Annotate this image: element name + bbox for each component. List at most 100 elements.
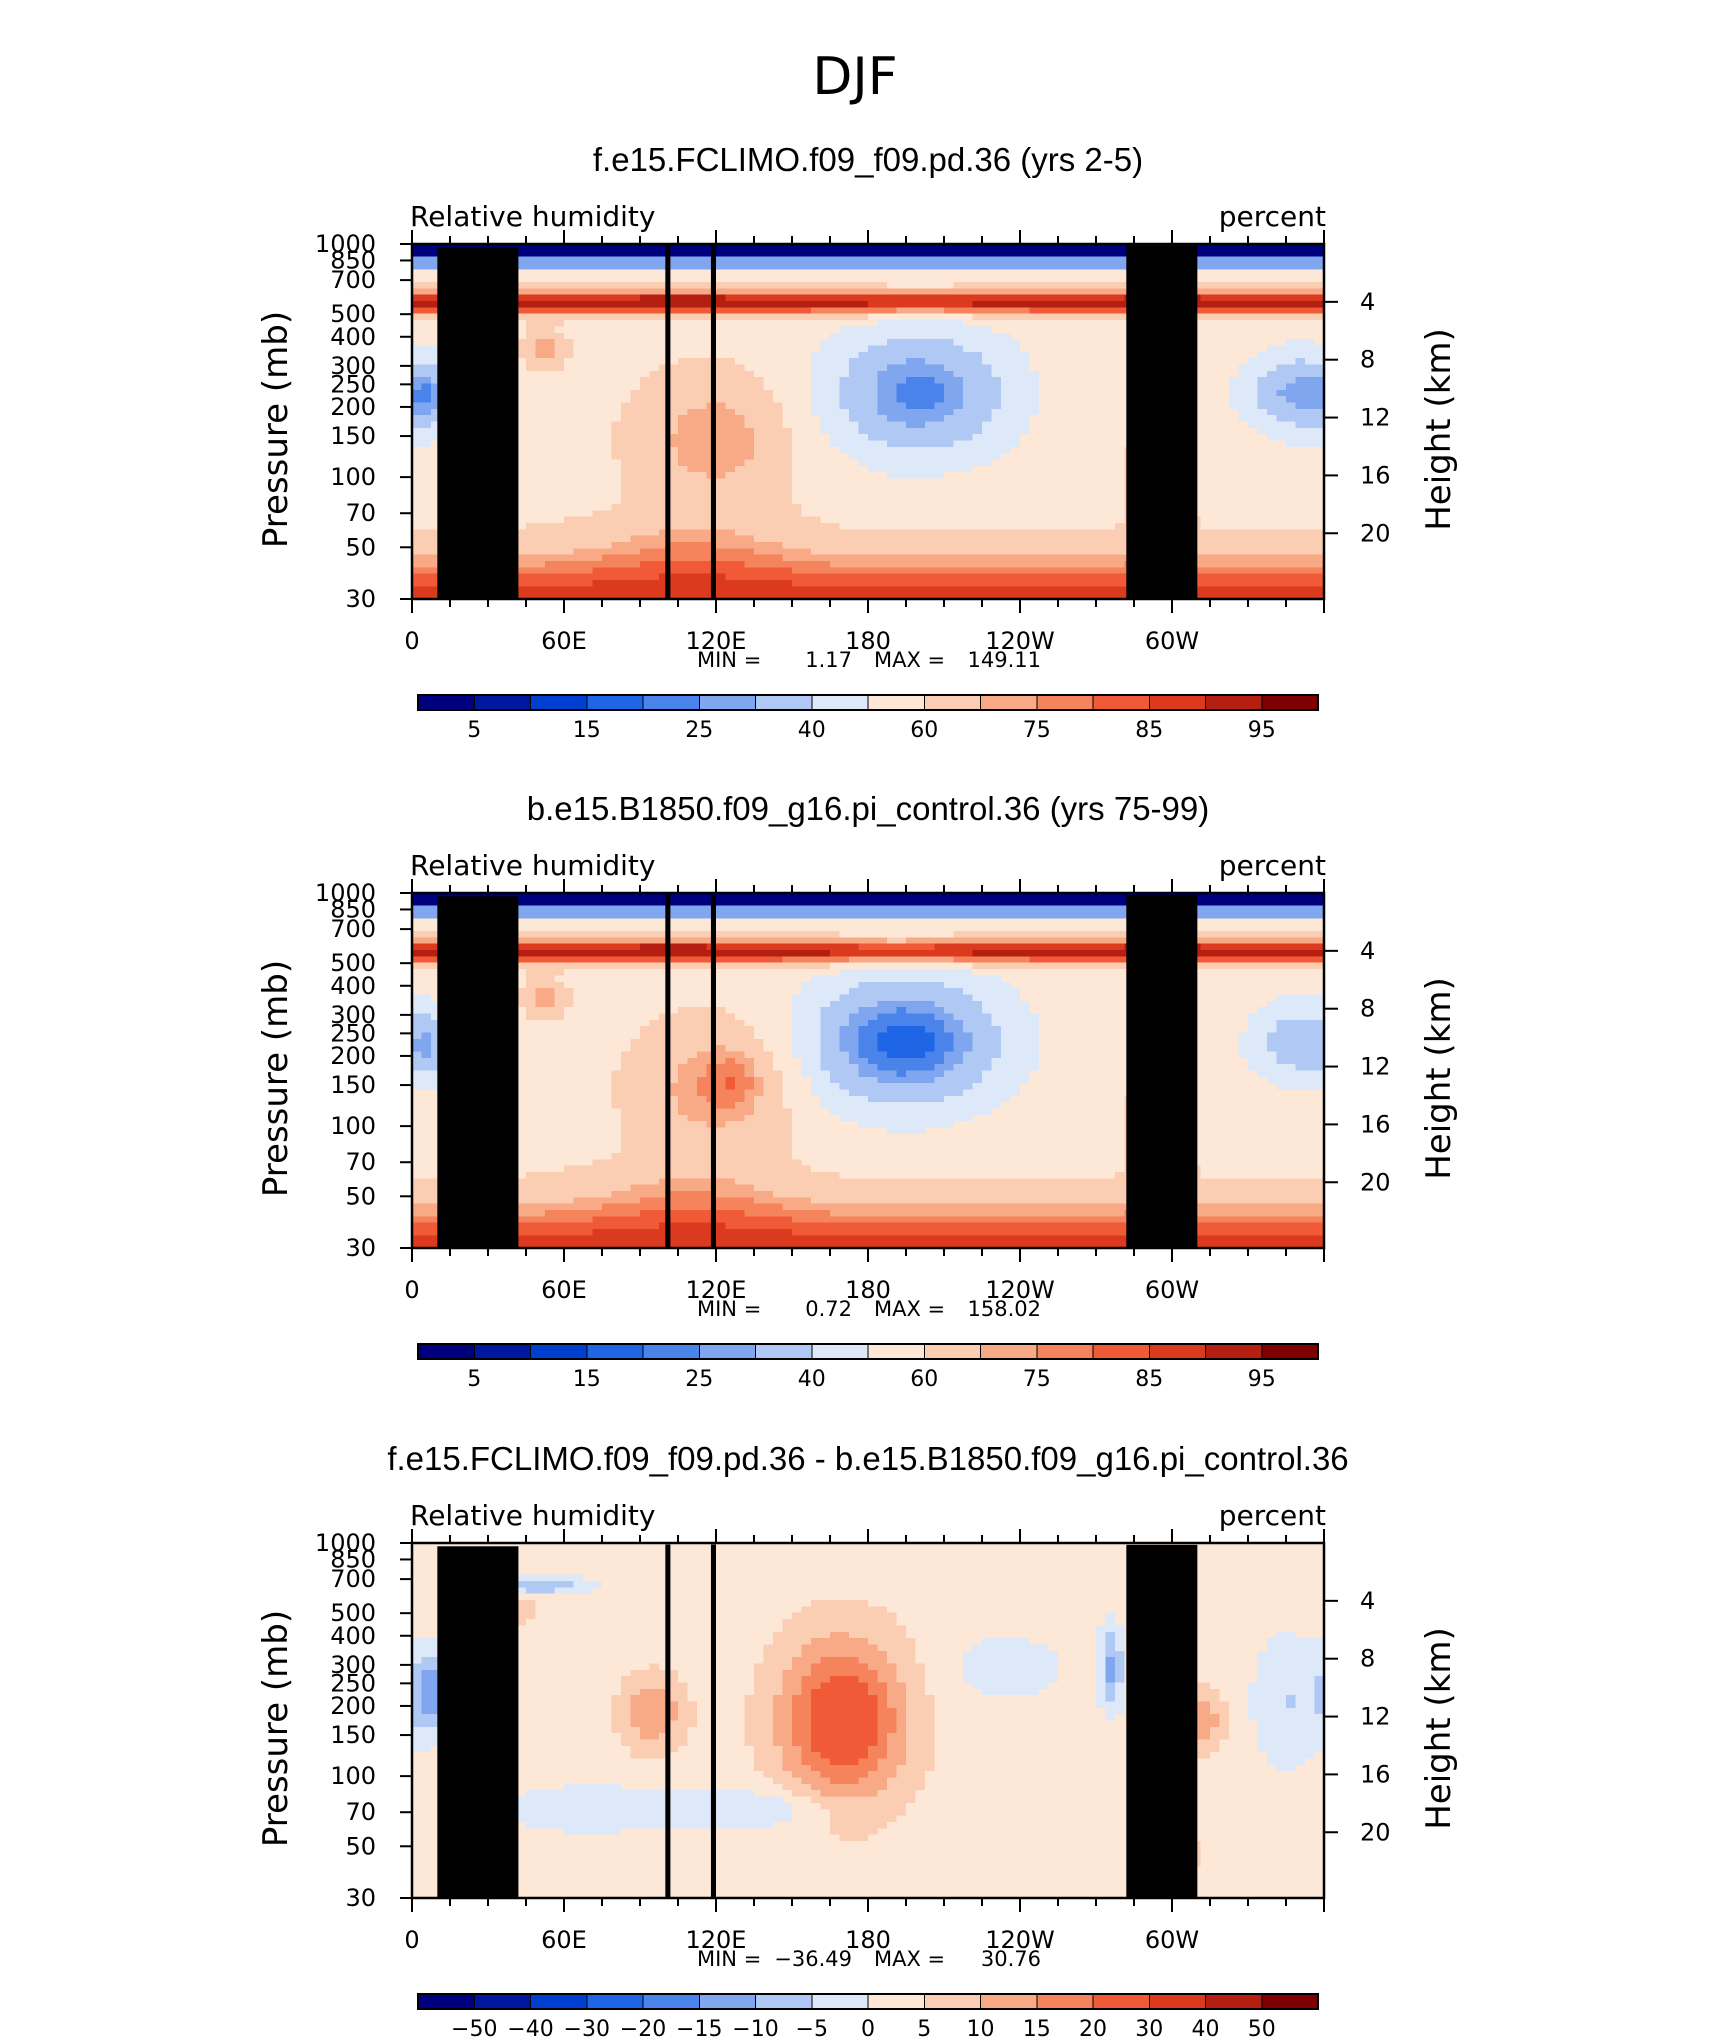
contour-cell (1314, 567, 1325, 575)
contour-cell (1001, 567, 1012, 575)
contour-cell (431, 465, 442, 473)
contour-cell (1295, 446, 1306, 454)
contour-cell (535, 465, 546, 473)
contour-cell (896, 294, 907, 302)
contour-cell (659, 351, 670, 359)
contour-cell (906, 275, 917, 283)
contour-cell (963, 484, 974, 492)
contour-cell (1248, 351, 1259, 359)
contour-cell (963, 307, 974, 315)
contour-cell (839, 459, 850, 467)
contour-cell (1286, 421, 1297, 429)
contour-cell (782, 497, 793, 505)
contour-cell (773, 377, 784, 385)
contour-cell (906, 497, 917, 505)
contour-cell (1314, 516, 1325, 524)
contour-cell (573, 307, 584, 315)
contour-cell (925, 402, 936, 410)
contour-cell (820, 370, 831, 378)
contour-cell (640, 345, 651, 353)
contour-cell (659, 326, 670, 334)
contour-cell (611, 459, 622, 467)
contour-cell (1267, 256, 1278, 264)
contour-cell (1048, 427, 1059, 435)
contour-cell (1305, 294, 1316, 302)
contour-cell (630, 472, 641, 480)
contour-cell (659, 459, 670, 467)
contour-cell (782, 472, 793, 480)
contour-cell (716, 408, 727, 416)
contour-cell (1238, 529, 1249, 537)
contour-cell (1257, 529, 1268, 537)
contour-cell (1200, 491, 1211, 499)
contour-cell (535, 522, 546, 530)
contour-cell (868, 288, 879, 296)
contour-cell (1257, 434, 1268, 442)
contour-cell (1048, 510, 1059, 518)
contour-cell (1105, 497, 1116, 505)
contour-cell (925, 383, 936, 391)
contour-cell (1210, 294, 1221, 302)
contour-cell (1115, 421, 1126, 429)
contour-cell (1286, 339, 1297, 347)
contour-cell (1077, 402, 1088, 410)
contour-cell (1001, 434, 1012, 442)
contour-cell (1058, 516, 1069, 524)
contour-cell (773, 370, 784, 378)
contour-cell (735, 307, 746, 315)
contour-cell (545, 250, 556, 258)
contour-cell (554, 332, 565, 340)
contour-cell (640, 465, 651, 473)
contour-cell (678, 554, 689, 562)
contour-cell (621, 472, 632, 480)
contour-cell (896, 326, 907, 334)
contour-cell (1248, 478, 1259, 486)
contour-cell (773, 396, 784, 404)
contour-cell (554, 358, 565, 366)
contour-cell (687, 497, 698, 505)
contour-cell (526, 389, 537, 397)
contour-cell (858, 263, 869, 270)
contour-cell (925, 440, 936, 448)
contour-cell (801, 389, 812, 397)
contour-cell (773, 301, 784, 308)
contour-cell (649, 332, 660, 340)
contour-cell (1086, 332, 1097, 340)
contour-cell (421, 301, 432, 308)
contour-cell (1115, 326, 1126, 334)
contour-cell (754, 484, 765, 492)
contour-cell (782, 269, 793, 277)
contour-cell (630, 377, 641, 385)
contour-cell (849, 288, 860, 296)
contour-cell (1248, 529, 1259, 537)
contour-cell (602, 434, 613, 442)
contour-cell (972, 402, 983, 410)
contour-cell (1295, 434, 1306, 442)
contour-cell (868, 535, 879, 543)
contour-cell (697, 383, 708, 391)
contour-cell (412, 440, 423, 448)
contour-cell (1105, 307, 1116, 315)
contour-cell (991, 294, 1002, 302)
contour-cell (1058, 554, 1069, 562)
contour-cell (431, 345, 442, 353)
contour-cell (839, 541, 850, 549)
contour-cell (1115, 339, 1126, 347)
contour-cell (535, 529, 546, 537)
contour-cell (887, 459, 898, 467)
contour-cell (659, 307, 670, 315)
contour-cell (716, 339, 727, 347)
contour-cell (877, 484, 888, 492)
contour-cell (1048, 301, 1059, 308)
contour-cell (659, 339, 670, 347)
contour-cell (1219, 396, 1230, 404)
contour-cell (1267, 402, 1278, 410)
contour-cell (545, 326, 556, 334)
contour-cell (621, 389, 632, 397)
contour-cell (583, 465, 594, 473)
contour-cell (782, 389, 793, 397)
contour-cell (1286, 434, 1297, 442)
contour-cell (1305, 503, 1316, 511)
contour-cell (1067, 275, 1078, 283)
contour-cell (877, 370, 888, 378)
